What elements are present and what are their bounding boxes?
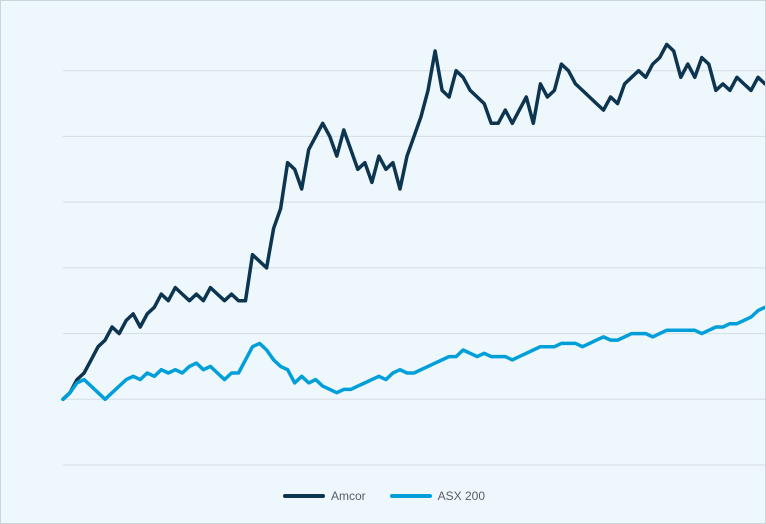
legend-item-asx200: ASX 200 (389, 489, 486, 503)
legend-swatch-asx200 (389, 494, 432, 498)
line-chart (61, 42, 765, 466)
legend-item-amcor: Amcor (282, 489, 366, 503)
series-line-amcor (61, 42, 765, 402)
legend-label-amcor: Amcor (330, 489, 366, 503)
legend-swatch-amcor (282, 494, 325, 498)
legend-label-asx200: ASX 200 (437, 489, 486, 503)
gridlines (63, 70, 765, 466)
series-line-asx-200 (61, 305, 765, 402)
legend: Amcor ASX 200 (1, 489, 766, 503)
series-lines (61, 42, 765, 402)
